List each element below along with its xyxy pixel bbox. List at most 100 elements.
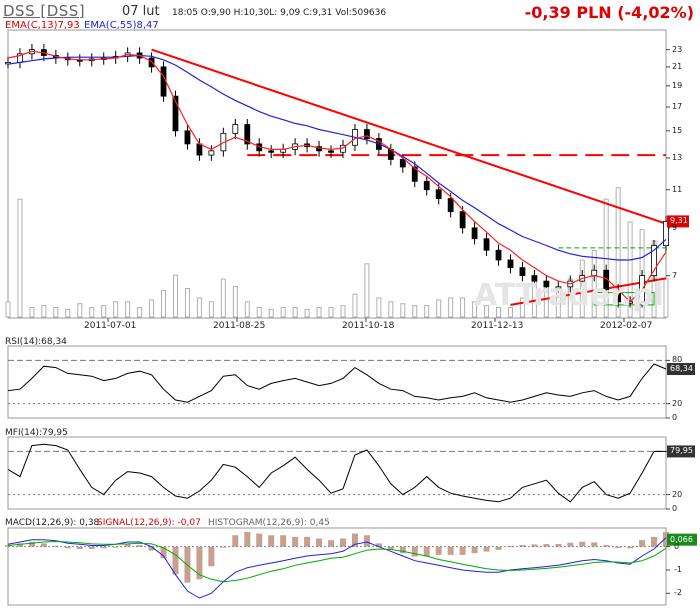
volume-bar	[29, 307, 35, 318]
volume-bar	[472, 301, 478, 318]
volume-bar	[220, 278, 226, 318]
volume-bar	[208, 301, 214, 318]
histogram-label: HISTOGRAM(12,26,9): 0,45	[208, 518, 330, 528]
macd-histogram-bar	[208, 546, 215, 567]
volume-bar	[149, 299, 155, 318]
ohlc-readout: 18:05 O:9,90 H:10,30L: 9,09 C:9,31 Vol:5…	[172, 8, 387, 18]
macd-histogram-bar	[5, 545, 11, 547]
macd-histogram-bar	[316, 538, 323, 547]
macd-histogram-bar	[292, 536, 299, 547]
macd-histogram-bar	[160, 546, 167, 559]
macd-histogram-bar	[148, 546, 155, 551]
macd-histogram-bar	[232, 535, 239, 547]
price-ytick-label: 7	[672, 270, 678, 280]
price-xtick-label: 2011-10-18	[342, 321, 395, 331]
macd-histogram-bar	[435, 546, 442, 555]
candle-body	[328, 150, 334, 153]
macd-histogram-bar	[16, 543, 23, 547]
session-date: 07 lut	[122, 4, 160, 19]
price-xtick-label: 2012-02-07	[600, 321, 653, 331]
macd-histogram-bar	[256, 533, 263, 547]
volume-bar	[256, 307, 262, 318]
volume-bar	[316, 307, 322, 318]
candle-body	[399, 159, 406, 168]
macd-label: MACD(12,26,9): 0,38	[5, 518, 100, 528]
price-ytick-label: 11	[672, 184, 683, 194]
rsi-panel-frame	[7, 345, 667, 419]
macd-histogram-bar	[244, 531, 251, 547]
macd-histogram-bar	[268, 535, 275, 547]
candle-body	[495, 249, 502, 261]
macd-panel-frame	[7, 527, 667, 606]
mfi-panel-frame	[7, 436, 667, 510]
candle-body	[411, 166, 418, 182]
candle-body	[483, 238, 490, 251]
candle-body	[148, 57, 155, 68]
macd-histogram-bar	[651, 536, 658, 547]
volume-bar	[101, 305, 107, 318]
candle-body	[531, 275, 538, 282]
volume-bar	[113, 301, 119, 318]
volume-bar	[400, 303, 406, 318]
candle-body	[519, 267, 526, 277]
macd-histogram-bar	[447, 546, 454, 555]
macd-histogram-bar	[459, 546, 466, 555]
candle-body	[591, 269, 598, 277]
volume-bar	[196, 297, 202, 318]
macd-histogram-bar	[615, 546, 622, 548]
candle-body	[555, 286, 562, 289]
volume-bar	[89, 307, 95, 318]
macd-histogram-bar	[64, 546, 71, 549]
macd-histogram-bar	[423, 546, 430, 557]
volume-bar	[352, 293, 358, 318]
volume-bar	[41, 305, 47, 318]
price-ytick-label: 15	[672, 125, 683, 135]
macd-ytick-label: -1	[674, 565, 682, 574]
candle-body	[184, 130, 191, 145]
ema13-legend: EMA(C,13)7,93	[5, 20, 80, 31]
candle-body	[447, 198, 454, 213]
macd-histogram-bar	[411, 546, 418, 557]
trendline-downtrend	[151, 48, 667, 225]
macd-histogram-bar	[76, 546, 83, 549]
macd-histogram-bar	[663, 531, 669, 547]
candle-body	[507, 259, 514, 269]
price-panel-frame	[7, 29, 667, 319]
candle-body	[244, 124, 251, 145]
candle-body	[543, 280, 550, 288]
volume-bar	[232, 286, 238, 318]
volume-bar	[460, 297, 466, 318]
volume-bar	[77, 303, 83, 318]
candle-body	[232, 124, 239, 134]
volume-bar	[627, 221, 633, 318]
rsi-line	[7, 363, 667, 403]
volume-bar	[388, 301, 394, 318]
mfi-ytick-label: 80	[672, 446, 683, 456]
candle-body	[663, 221, 669, 246]
rsi-ytick-label: 80	[672, 355, 683, 365]
candle-body	[423, 180, 430, 191]
macd-histogram-bar	[351, 533, 358, 547]
macd-histogram-bar	[339, 538, 346, 547]
volume-bar	[519, 297, 525, 318]
candle-body	[651, 245, 657, 277]
macd-histogram-bar	[603, 545, 610, 547]
macd-histogram-bar	[387, 546, 394, 550]
volume-bar	[448, 297, 454, 318]
mfi-last-box	[667, 445, 695, 458]
macd-histogram-bar	[495, 546, 502, 550]
macd-histogram-bar	[124, 544, 131, 547]
volume-bar	[412, 305, 418, 318]
rsi-last-box	[667, 363, 695, 376]
macd-histogram-bar	[136, 545, 143, 547]
macd-histogram-bar	[363, 535, 370, 547]
candle-body	[208, 150, 215, 156]
macd-histogram-bar	[88, 546, 95, 549]
ema13-line	[7, 50, 667, 303]
price-ytick-label: 23	[672, 44, 683, 54]
volume-bar	[184, 288, 190, 318]
volume-bar	[268, 308, 274, 318]
macd-histogram-bar	[639, 540, 646, 547]
mfi-last-label: 79,95	[670, 446, 693, 456]
macd-histogram-bar	[100, 546, 107, 549]
